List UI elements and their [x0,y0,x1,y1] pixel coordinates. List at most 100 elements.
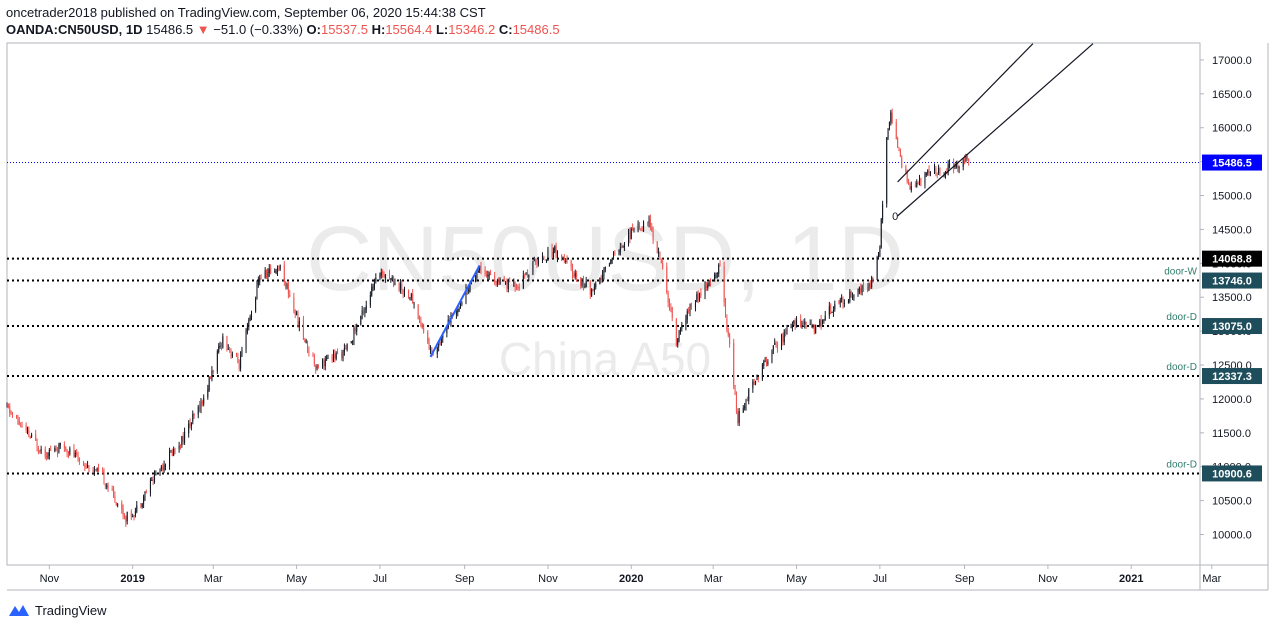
candle-body [440,338,442,346]
candle-body [487,274,489,277]
candle-body [427,331,429,343]
candle-body [212,370,214,373]
candle-body [629,232,631,240]
candle-body [363,311,365,314]
candle-body [160,466,162,469]
candle-body [895,122,897,140]
candle-body [428,342,430,350]
candle-body [734,385,736,395]
candle-body [746,400,748,402]
candle-body [257,280,259,285]
symbol-name[interactable]: OANDA:CN50USD, 1D [6,22,143,37]
candle-body [193,413,195,416]
x-tick-label: Mar [704,573,723,585]
footer-brand[interactable]: TradingView [35,602,107,618]
annotation-label[interactable]: 0 [892,211,898,223]
candle-body [48,450,50,457]
candle-body [117,504,119,506]
candle-body [114,495,116,501]
tradingview-logo-icon[interactable] [8,603,30,617]
candle-body [412,293,414,304]
candle-body [274,271,276,273]
footer: TradingView [8,600,107,620]
candle-body [457,309,459,313]
candle-body [469,282,471,291]
candle-body [499,279,501,285]
candle-body [133,515,135,517]
candle-body [690,302,692,309]
candlesticks [6,108,970,528]
candle-body [458,308,460,310]
candle-body [20,426,22,428]
candle-body [849,291,851,302]
candle-body [524,275,526,277]
candle-body [322,359,324,368]
candle-body [602,274,604,280]
candle-body [563,257,565,261]
candle-body [699,293,701,300]
candle-body [611,259,613,262]
candle-body [790,327,792,329]
plot-area[interactable] [6,42,1201,566]
channel-trendline[interactable] [897,43,1034,183]
candle-body [413,303,415,305]
last-price: 15486.5 [146,22,194,37]
candle-body [104,483,106,487]
candle-body [658,251,660,253]
candle-body [929,171,931,174]
candle-body [745,399,747,408]
candle-body [729,334,731,345]
candle-body [141,503,143,508]
candle-body [535,260,537,262]
candle-body [332,353,334,362]
candle-body [259,278,261,282]
x-tick-label: 2019 [120,573,144,585]
candle-body [858,287,860,292]
candle-body [918,177,920,185]
candle-body [935,167,937,174]
close-label: C: [498,22,513,37]
candle-body [383,273,385,278]
candle-body [402,290,404,294]
candle-body [308,350,310,353]
candle-body [709,282,711,284]
candle-body [82,461,84,466]
candle-body [313,356,315,365]
open-label: O: [306,22,321,37]
candle-body [708,282,710,286]
candle-body [842,299,844,305]
candle-body [163,465,165,470]
candle-body [694,302,696,308]
candle-body [872,277,874,280]
candle-body [404,290,406,293]
candle-body [140,505,142,507]
candle-body [178,445,180,449]
candle-body [287,284,289,295]
candle-body [241,349,243,356]
candle-body [438,342,440,348]
candle-body [660,260,662,264]
candle-body [278,269,280,271]
candle-body [219,345,221,347]
candle-body [757,377,759,379]
candle-body [476,273,478,279]
candle-body [776,344,778,350]
candle-body [685,318,687,327]
candle-body [334,353,336,359]
candle-body [934,168,936,172]
candle-body [490,273,492,275]
candle-body [384,274,386,279]
candle-body [688,310,690,312]
candle-body [782,335,784,342]
candle-body [802,322,804,325]
candle-body [820,319,822,326]
blue-trendline[interactable] [429,264,481,358]
channel-trendline[interactable] [897,43,1094,217]
candle-body [651,226,653,231]
candle-body [562,257,564,259]
candle-body [102,469,104,473]
candle-body [771,350,773,362]
candle-body [436,347,438,355]
candle-body [565,260,567,262]
